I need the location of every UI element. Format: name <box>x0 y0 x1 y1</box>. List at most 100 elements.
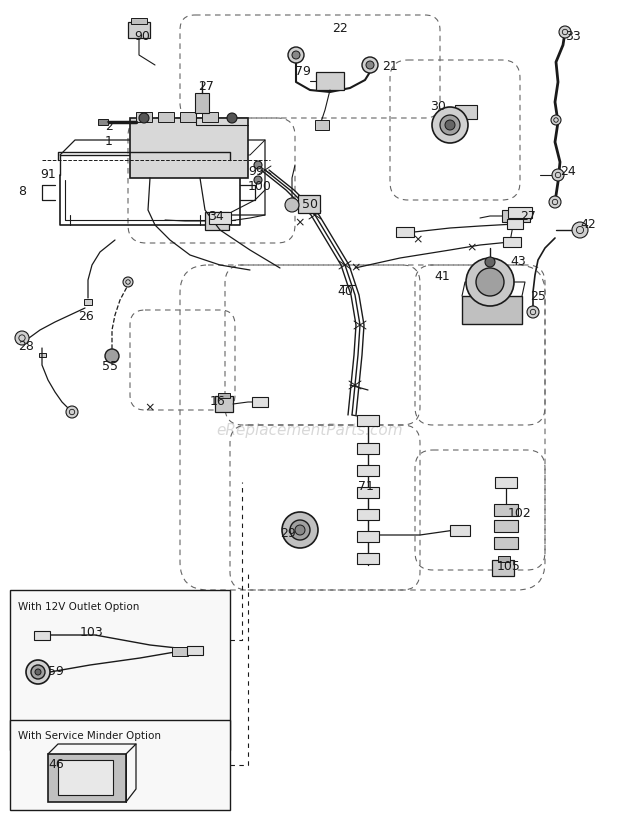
Text: With 12V Outlet Option: With 12V Outlet Option <box>18 602 140 612</box>
Text: 79: 79 <box>295 65 311 78</box>
Bar <box>131 18 147 24</box>
Bar <box>315 120 329 130</box>
Bar <box>455 105 477 119</box>
Circle shape <box>295 525 305 535</box>
Bar <box>316 72 344 90</box>
Text: 26: 26 <box>78 310 94 323</box>
Bar <box>98 119 108 125</box>
Bar <box>136 112 152 122</box>
Text: 8: 8 <box>18 185 26 198</box>
Circle shape <box>445 120 455 130</box>
Bar <box>202 112 218 122</box>
Bar <box>357 553 379 563</box>
Circle shape <box>254 161 262 169</box>
Text: 42: 42 <box>580 218 596 231</box>
Bar <box>205 212 229 230</box>
Bar <box>209 212 231 224</box>
Text: ×: × <box>144 401 155 414</box>
Bar <box>10 720 230 810</box>
Text: 24: 24 <box>560 165 576 178</box>
Text: 90: 90 <box>134 30 150 43</box>
Bar <box>462 296 522 324</box>
Text: 59: 59 <box>48 665 64 678</box>
Circle shape <box>572 222 588 238</box>
Circle shape <box>466 258 514 306</box>
Text: ×: × <box>351 261 361 274</box>
Text: 100: 100 <box>248 180 272 193</box>
Text: 40: 40 <box>337 285 353 298</box>
Bar <box>502 210 530 222</box>
Bar <box>357 486 379 497</box>
Bar <box>84 299 92 305</box>
Text: 91: 91 <box>40 168 56 181</box>
Bar <box>494 504 518 516</box>
Circle shape <box>476 268 504 296</box>
Text: ×: × <box>294 216 305 229</box>
Bar <box>180 112 196 122</box>
Circle shape <box>551 115 561 125</box>
Bar <box>298 195 320 213</box>
Text: 103: 103 <box>80 626 104 639</box>
Circle shape <box>290 520 310 540</box>
Circle shape <box>26 660 50 684</box>
Bar <box>450 524 470 536</box>
Circle shape <box>35 669 41 675</box>
Circle shape <box>15 331 29 345</box>
Text: 22: 22 <box>332 22 348 35</box>
Circle shape <box>254 176 262 184</box>
Circle shape <box>432 107 468 143</box>
Text: 21: 21 <box>382 60 398 73</box>
Circle shape <box>485 257 495 267</box>
Circle shape <box>285 198 299 212</box>
Circle shape <box>227 113 237 123</box>
Circle shape <box>440 115 460 135</box>
Bar <box>215 396 233 412</box>
Text: 30: 30 <box>430 100 446 113</box>
Bar <box>498 556 510 562</box>
Circle shape <box>123 277 133 287</box>
Text: With Service Minder Option: With Service Minder Option <box>18 731 161 741</box>
Bar <box>494 520 518 532</box>
Circle shape <box>292 51 300 59</box>
Bar <box>357 531 379 541</box>
Bar <box>58 760 113 795</box>
Circle shape <box>366 61 374 69</box>
Text: 102: 102 <box>508 507 532 520</box>
Bar <box>396 227 414 237</box>
Bar <box>172 647 188 656</box>
Text: 28: 28 <box>18 340 34 353</box>
Bar <box>218 393 230 398</box>
Text: 50: 50 <box>302 198 318 211</box>
Circle shape <box>66 406 78 418</box>
Bar <box>10 590 230 750</box>
Text: 99: 99 <box>248 165 264 178</box>
Text: 27: 27 <box>520 210 536 223</box>
Circle shape <box>31 665 45 679</box>
Text: 1: 1 <box>105 135 113 148</box>
Bar <box>494 537 518 549</box>
Bar <box>38 352 45 357</box>
Text: 25: 25 <box>530 290 546 303</box>
Bar <box>130 118 248 178</box>
Bar <box>195 93 209 113</box>
Bar <box>48 754 126 802</box>
Text: 16: 16 <box>210 395 226 408</box>
Text: 105: 105 <box>497 560 521 573</box>
Text: 33: 33 <box>565 30 581 43</box>
Bar <box>357 414 379 426</box>
Text: 46: 46 <box>48 758 64 771</box>
Text: 2: 2 <box>105 120 113 133</box>
Bar <box>128 22 150 38</box>
Text: 34: 34 <box>208 210 224 223</box>
Bar <box>252 397 268 407</box>
Bar <box>34 631 50 640</box>
Bar <box>503 237 521 247</box>
Bar <box>507 219 523 229</box>
Circle shape <box>139 113 149 123</box>
Circle shape <box>549 196 561 208</box>
Text: 41: 41 <box>434 270 450 283</box>
Bar <box>158 112 174 122</box>
Circle shape <box>559 26 571 38</box>
Circle shape <box>362 57 378 73</box>
Bar <box>357 509 379 519</box>
